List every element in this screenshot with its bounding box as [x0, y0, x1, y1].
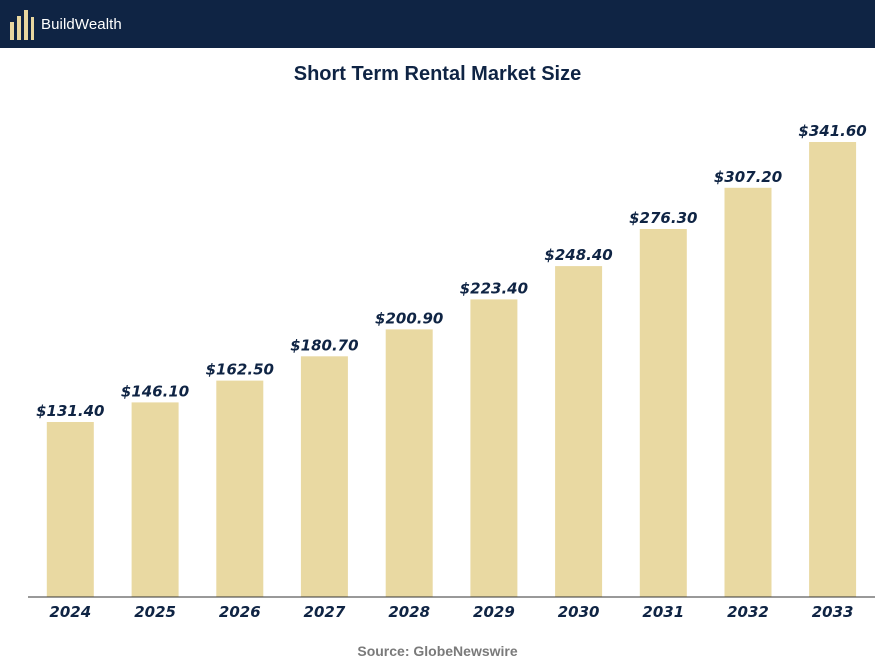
value-label-2025: $146.10 [121, 382, 189, 400]
bar-2031 [639, 229, 687, 597]
bar-2025 [131, 402, 179, 597]
header-bar: BuildWealth [0, 0, 875, 48]
chart-title: Short Term Rental Market Size [293, 63, 582, 85]
bar-2027 [300, 356, 348, 597]
value-label-2032: $307.20 [714, 168, 782, 186]
brand-logo[interactable]: BuildWealth [9, 6, 122, 42]
value-label-2026: $162.50 [206, 361, 274, 379]
value-label-2029: $223.40 [460, 279, 528, 297]
brand-name: BuildWealth [41, 15, 122, 33]
source-note: Source: GlobeNewswire [357, 643, 518, 659]
bar-2033 [809, 142, 857, 597]
value-label-2027: $180.70 [290, 336, 358, 354]
x-tick-label-2032: 2032 [727, 603, 769, 621]
x-tick-label-2026: 2026 [219, 603, 261, 621]
x-tick-label-2027: 2027 [304, 603, 346, 621]
value-label-2033: $341.60 [798, 122, 866, 140]
value-labels-group: $131.40 $146.10 $162.50 $180.70 $200.90 $223.… [36, 122, 867, 420]
x-tick-label-2033: 2033 [812, 603, 854, 621]
bar-2024 [46, 422, 94, 597]
x-tick-label-2028: 2028 [388, 603, 430, 621]
bar-2026 [216, 380, 264, 597]
x-tick-label-2024: 2024 [49, 603, 91, 621]
value-label-2031: $276.30 [629, 209, 697, 227]
value-label-2028: $200.90 [375, 309, 443, 327]
x-tick-label-2025: 2025 [134, 603, 176, 621]
x-tick-label-2030: 2030 [558, 603, 600, 621]
buildwealth-logo-icon [10, 10, 34, 40]
bar-2030 [555, 266, 603, 597]
bar-2029 [470, 299, 518, 597]
x-tick-labels-group: 2024 2025 2026 2027 2028 2029 2030 2031 2032 2033 [49, 603, 853, 621]
bar-2028 [385, 329, 433, 597]
value-label-2030: $248.40 [544, 246, 612, 264]
bar-2032 [724, 187, 772, 598]
bars-group [46, 142, 857, 598]
x-tick-label-2029: 2029 [473, 603, 515, 621]
x-tick-label-2031: 2031 [642, 603, 684, 621]
value-label-2024: $131.40 [36, 402, 104, 420]
